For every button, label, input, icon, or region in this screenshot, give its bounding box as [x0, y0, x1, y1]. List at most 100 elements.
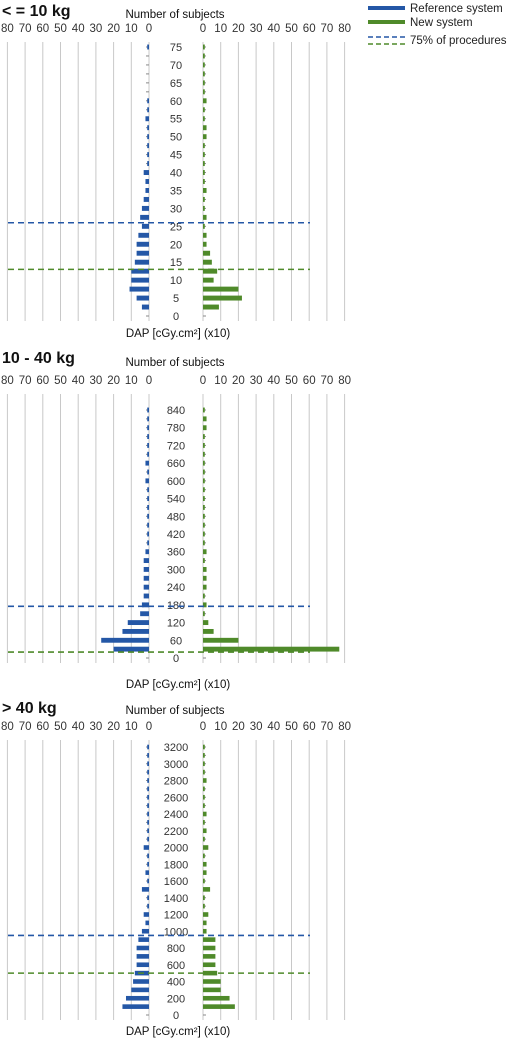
reference-bar — [145, 179, 149, 184]
new-bar — [203, 170, 205, 175]
y-tick-label: 2600 — [164, 792, 188, 804]
reference-bar — [147, 469, 149, 475]
new-bar — [203, 531, 205, 537]
reference-bar — [136, 295, 149, 301]
y-tick-label: 1200 — [164, 910, 188, 922]
reference-bar — [136, 250, 149, 256]
reference-bar — [147, 540, 149, 546]
y-tick-label: 660 — [167, 458, 185, 470]
y-tick-label: 300 — [167, 564, 185, 576]
x-tick-right: 20 — [232, 721, 245, 733]
reference-bar — [147, 861, 149, 867]
y-tick-label: 780 — [167, 423, 185, 435]
reference-bar — [145, 920, 149, 926]
reference-bar — [147, 794, 149, 800]
x-tick-right: 60 — [303, 721, 316, 733]
reference-bar — [122, 1004, 149, 1009]
reference-bar — [147, 778, 149, 783]
reference-bar — [145, 460, 149, 466]
new-bar — [203, 803, 205, 808]
new-bar — [203, 62, 205, 68]
reference-bar — [147, 761, 149, 767]
new-bar — [203, 196, 205, 202]
panel-title: 10 - 40 kg — [2, 350, 75, 367]
x-tick-left: 40 — [72, 721, 85, 733]
x-tick-left: 20 — [107, 375, 120, 387]
reference-bar — [147, 895, 149, 901]
reference-bar — [143, 575, 149, 581]
reference-bar — [136, 954, 149, 959]
panel-title: > 40 kg — [2, 700, 57, 717]
x-tick-right: 10 — [214, 721, 227, 733]
reference-bar — [147, 769, 149, 775]
reference-bar — [147, 451, 149, 457]
y-tick-label: 540 — [167, 494, 185, 506]
x-tick-left: 60 — [36, 375, 49, 387]
new-bar — [203, 912, 209, 917]
reference-bar — [143, 558, 149, 564]
new-bar — [203, 895, 205, 901]
panel-2: 10 - 40 kg Number of subjects 80 70 60 50 40 30… — [1, 350, 351, 691]
new-bar — [203, 1004, 235, 1009]
legend-reference-label: Reference system — [410, 3, 503, 15]
reference-bar — [138, 937, 149, 942]
reference-bar — [147, 98, 149, 104]
x-tick-right: 20 — [232, 375, 245, 387]
new-bar — [203, 304, 219, 310]
x-tick-right: 40 — [267, 375, 280, 387]
new-bar — [203, 845, 209, 850]
y-tick-label: 0 — [173, 653, 179, 665]
y-tick-label: 65 — [170, 78, 182, 90]
reference-bar — [143, 196, 149, 202]
reference-bar — [147, 442, 149, 448]
x-tick-left: 60 — [36, 721, 49, 733]
x-tick-left: 10 — [125, 23, 138, 35]
new-bar — [203, 496, 205, 502]
new-bar — [203, 878, 205, 884]
reference-bar — [133, 979, 149, 984]
new-bar — [203, 903, 205, 909]
new-bar — [203, 744, 205, 750]
reference-bar — [122, 628, 149, 634]
new-bar — [203, 637, 239, 643]
y-tick-label: 600 — [167, 476, 185, 488]
x-tick-left: 10 — [125, 721, 138, 733]
new-bar — [203, 522, 205, 528]
y-tick-label: 3200 — [164, 742, 188, 754]
y-tick-label: 2400 — [164, 809, 188, 821]
x-tick-right: 70 — [321, 721, 334, 733]
new-bar — [203, 71, 205, 77]
y-tick-label: 15 — [170, 257, 182, 269]
new-bar — [203, 179, 205, 184]
new-bar — [203, 460, 205, 466]
top-axis-label: Number of subjects — [125, 705, 224, 717]
reference-bar — [147, 496, 149, 502]
top-axis-label: Number of subjects — [125, 357, 224, 369]
x-tick-right: 10 — [214, 375, 227, 387]
x-tick-left: 50 — [54, 721, 67, 733]
y-tick-label: 240 — [167, 582, 185, 594]
reference-bar — [145, 116, 149, 122]
reference-bar — [143, 170, 149, 175]
new-bar — [203, 134, 207, 140]
new-bar — [203, 786, 205, 792]
reference-bar — [147, 853, 149, 859]
reference-bar — [136, 945, 149, 951]
new-bar — [203, 887, 211, 892]
new-bar — [203, 407, 205, 413]
reference-bar — [138, 232, 149, 238]
reference-bar — [147, 878, 149, 884]
new-bar — [203, 487, 205, 493]
x-tick-left: 40 — [72, 375, 85, 387]
new-bar — [203, 753, 205, 758]
y-tick-label: 35 — [170, 185, 182, 197]
reference-bar — [147, 753, 149, 758]
y-tick-label: 420 — [167, 529, 185, 541]
x-tick-right: 60 — [303, 375, 316, 387]
reference-bar — [140, 611, 149, 617]
new-bar — [203, 188, 207, 193]
new-bar — [203, 513, 205, 519]
new-bar — [203, 161, 205, 167]
x-tick-right: 80 — [338, 23, 351, 35]
